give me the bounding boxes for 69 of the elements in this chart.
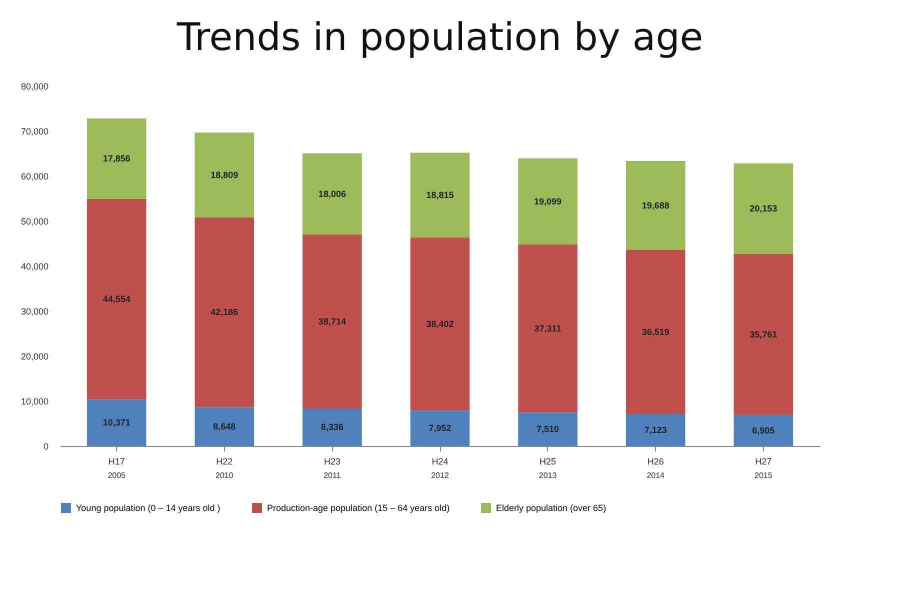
bar	[518, 158, 578, 244]
text: 2014	[646, 471, 666, 480]
y-tick-label: 70,000	[20, 126, 48, 136]
bar	[302, 408, 362, 446]
data-label: 19,688	[642, 200, 670, 210]
bar	[626, 250, 686, 414]
bar	[410, 410, 470, 446]
bar	[410, 152, 470, 238]
data-label: 18,809	[210, 170, 238, 180]
text: 2010	[216, 471, 234, 480]
x-tick-label: H27	[755, 456, 772, 466]
y-tick-label: 20,000	[20, 352, 48, 362]
bar	[518, 244, 578, 412]
data-label: 20,153	[750, 204, 778, 214]
bar	[734, 163, 794, 254]
bar	[518, 412, 578, 446]
data-label: 18,006	[318, 188, 346, 199]
bar	[626, 161, 686, 250]
data-label: 17,856	[102, 154, 130, 164]
data-label: 8,336	[320, 422, 344, 432]
text: 2012	[431, 471, 450, 480]
text: 2005	[108, 471, 126, 480]
x-tick-label: H24	[432, 456, 448, 466]
bar	[734, 414, 794, 446]
y-tick-label: 30,000	[20, 306, 48, 316]
bar	[86, 118, 146, 199]
legend-label: Production-age population (15 – 64 years old)	[267, 503, 450, 513]
y-tick-label: 0	[43, 442, 48, 452]
text: 2013	[538, 471, 558, 480]
text: 2011	[324, 471, 342, 480]
bar	[86, 399, 146, 446]
data-label: 18,815	[426, 190, 454, 200]
data-label: 36,519	[642, 326, 670, 337]
data-label: 38,402	[426, 318, 454, 329]
data-label: 38,714	[318, 316, 346, 326]
x-tick-label: H23	[324, 456, 340, 466]
data-label: 35,761	[750, 329, 778, 340]
bar	[86, 198, 146, 400]
bar	[194, 132, 254, 218]
data-label: 6,905	[752, 425, 775, 436]
chart-title: Trends in population by age	[176, 15, 704, 59]
bar	[626, 414, 686, 446]
text: 2015	[754, 471, 773, 480]
legend-label: Elderly population (over 65)	[496, 503, 606, 513]
y-tick-label: 50,000	[20, 216, 48, 226]
x-tick-label: H17	[108, 456, 125, 466]
legend-label: Young population (0 – 14 years old )	[76, 503, 220, 513]
bar	[302, 234, 362, 408]
data-label: 7,123	[644, 424, 667, 435]
y-tick-label: 80,000	[20, 82, 48, 92]
x-tick-label: H26	[647, 456, 664, 466]
x-tick-label: H25	[540, 456, 556, 466]
data-label: 19,099	[534, 196, 562, 206]
data-label: 7,952	[428, 423, 452, 434]
data-label: 10,371	[102, 418, 130, 428]
data-label: 44,554	[102, 294, 130, 304]
bar	[194, 217, 254, 408]
bar	[194, 407, 254, 446]
data-label: 7,510	[536, 424, 560, 434]
bar	[734, 254, 794, 415]
x-tick-label: H22	[216, 456, 233, 466]
data-label: 8,648	[213, 422, 236, 432]
data-label: 42,186	[210, 307, 238, 318]
y-tick-label: 10,000	[20, 396, 48, 406]
y-tick-label: 40,000	[20, 262, 48, 272]
bar	[302, 153, 362, 234]
y-tick-label: 60,000	[20, 172, 48, 182]
data-label: 37,311	[534, 323, 562, 334]
bar	[410, 237, 470, 410]
